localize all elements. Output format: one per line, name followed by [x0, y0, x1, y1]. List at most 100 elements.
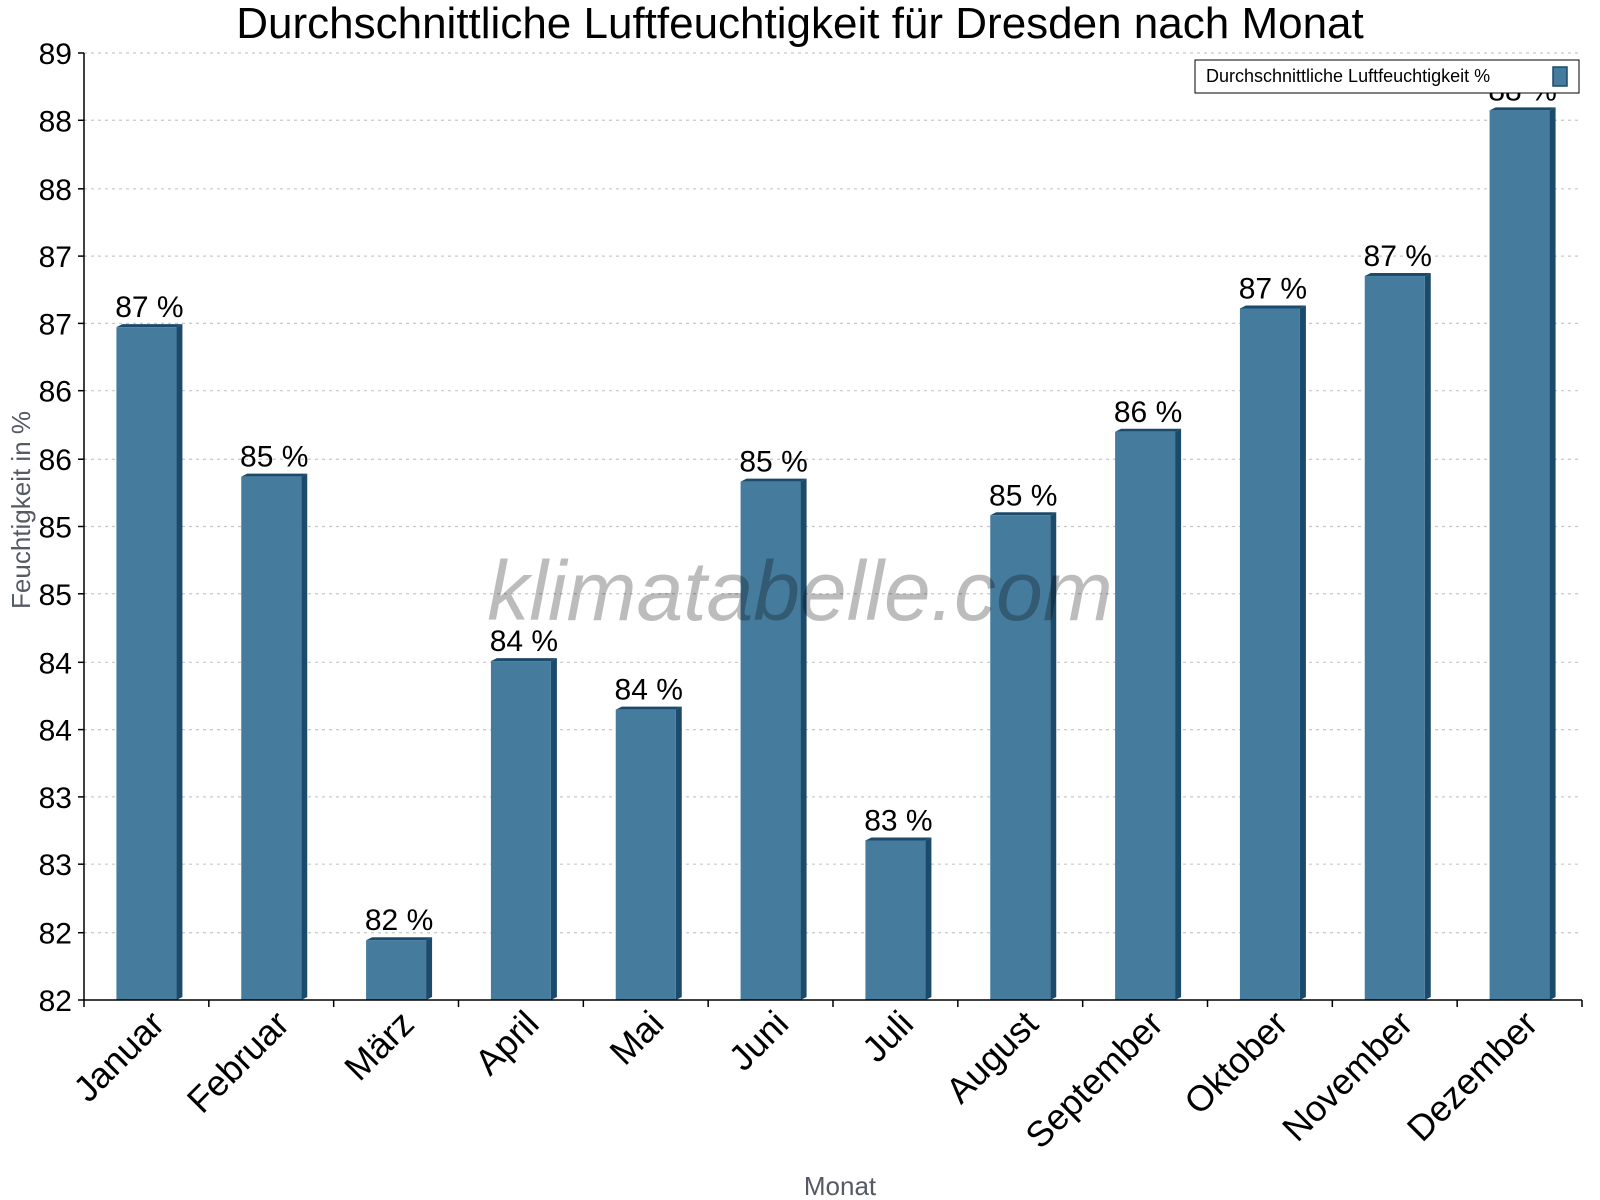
bar-top [116, 324, 183, 328]
data-label: 86 % [1114, 396, 1182, 429]
data-label: 84 % [615, 674, 683, 707]
bar-top [1489, 107, 1556, 111]
bar [1115, 428, 1182, 1000]
bar-front [865, 840, 926, 1000]
axes [78, 52, 1583, 1007]
x-tick-label: Oktober [1176, 1003, 1296, 1123]
legend: Durchschnittliche Luftfeuchtigkeit % [1194, 59, 1580, 94]
y-tick-label: 86 [39, 376, 72, 409]
bar-front [1239, 308, 1300, 1000]
bar-front [1115, 431, 1176, 1000]
bar-front [241, 476, 302, 1000]
bar-front [1489, 110, 1550, 1000]
data-labels: 87 % 85 % 82 % 84 % 84 % 85 % 83 % 85 % 86 % 87 %… [115, 74, 1557, 937]
bar-front [116, 327, 177, 1000]
data-label: 87 % [115, 291, 183, 324]
data-label: 85 % [240, 441, 308, 474]
bar-top [615, 706, 682, 710]
x-tick-label: Juli [854, 1003, 921, 1070]
y-tick-label: 87 [39, 308, 72, 341]
watermark: klimatabelle.com [487, 544, 1113, 638]
y-tick-label: 88 [39, 174, 72, 207]
y-tick-label: 83 [39, 849, 72, 882]
legend-box [1194, 59, 1580, 94]
y-tick-label: 84 [39, 715, 72, 748]
bar [1364, 273, 1431, 1000]
bar-side [675, 706, 682, 1000]
x-tick-label: Mai [601, 1003, 671, 1073]
x-tick-label: August [938, 1003, 1046, 1111]
y-tick-label: 84 [39, 647, 72, 680]
bar [1489, 107, 1556, 1000]
bar-front [740, 481, 801, 1001]
bar-top [740, 478, 807, 482]
y-tick-labels: 82 82 83 83 84 84 85 85 86 86 87 87 88 88 89 [39, 38, 72, 1018]
bar-side [800, 478, 807, 1001]
x-tick-label: Juni [721, 1003, 797, 1079]
bar-side [176, 324, 183, 1000]
bar-side [1549, 107, 1556, 1000]
chart-title: Durchschnittliche Luftfeuchtigkeit für D… [236, 0, 1363, 48]
y-tick-label: 82 [39, 918, 72, 951]
data-label: 87 % [1239, 272, 1307, 305]
bar-top [865, 837, 932, 841]
bar-side [1050, 512, 1057, 1000]
bar [865, 837, 932, 1000]
y-tick-label: 88 [39, 105, 72, 138]
y-tick-label: 89 [39, 38, 72, 71]
legend-label: Durchschnittliche Luftfeuchtigkeit % [1206, 66, 1490, 86]
y-tick-label: 83 [39, 782, 72, 815]
x-tick-label: Dezember [1399, 1003, 1545, 1149]
bar-side [301, 473, 308, 1000]
bar-side [925, 837, 932, 1000]
y-tick-label: 85 [39, 579, 72, 612]
grid-lines [84, 52, 1582, 934]
bar [241, 473, 308, 1000]
bar-side [1424, 273, 1431, 1000]
x-axis-label: Monat [804, 1171, 877, 1200]
bar-front [366, 940, 427, 1000]
bar [990, 512, 1057, 1000]
bar-top [241, 473, 308, 477]
legend-swatch [1552, 66, 1568, 87]
bar-side [1299, 305, 1306, 1000]
bar [740, 478, 807, 1001]
bar-top [1239, 305, 1306, 309]
bar-top [490, 658, 557, 662]
bar-front [490, 661, 551, 1000]
bar [490, 658, 557, 1000]
bar-side [1175, 428, 1182, 1000]
bar [366, 937, 433, 1000]
y-tick-label: 87 [39, 241, 72, 274]
bar-side [426, 937, 433, 1000]
y-axis-label: Feuchtigkeit in % [6, 411, 36, 609]
y-tick-label: 82 [39, 985, 72, 1018]
x-tick-label: Januar [65, 1003, 172, 1110]
bar [116, 324, 183, 1000]
x-tick-label: März [336, 1003, 422, 1089]
x-tick-label: November [1274, 1003, 1420, 1149]
bar-front [1364, 276, 1425, 1000]
data-label: 83 % [864, 805, 932, 838]
bar-side [550, 658, 557, 1000]
y-tick-label: 85 [39, 512, 72, 545]
bar-top [1364, 273, 1431, 277]
data-label: 87 % [1364, 240, 1432, 273]
bar-top [366, 937, 433, 941]
bar-top [1115, 428, 1182, 432]
x-tick-label: Februar [179, 1003, 297, 1121]
bar [615, 706, 682, 1000]
bar-front [615, 709, 676, 1000]
bars [116, 107, 1556, 1001]
y-tick-label: 86 [39, 444, 72, 477]
x-tick-labels: Januar Februar März April Mai Juni Juli AugustS… [65, 1003, 1545, 1157]
data-label: 84 % [490, 625, 558, 658]
x-tick-label: April [467, 1003, 547, 1083]
bar-front [990, 515, 1051, 1000]
bar-top [990, 512, 1057, 516]
data-label: 85 % [739, 446, 807, 479]
data-label: 82 % [365, 904, 433, 937]
data-label: 85 % [989, 479, 1057, 512]
bar [1239, 305, 1306, 1000]
